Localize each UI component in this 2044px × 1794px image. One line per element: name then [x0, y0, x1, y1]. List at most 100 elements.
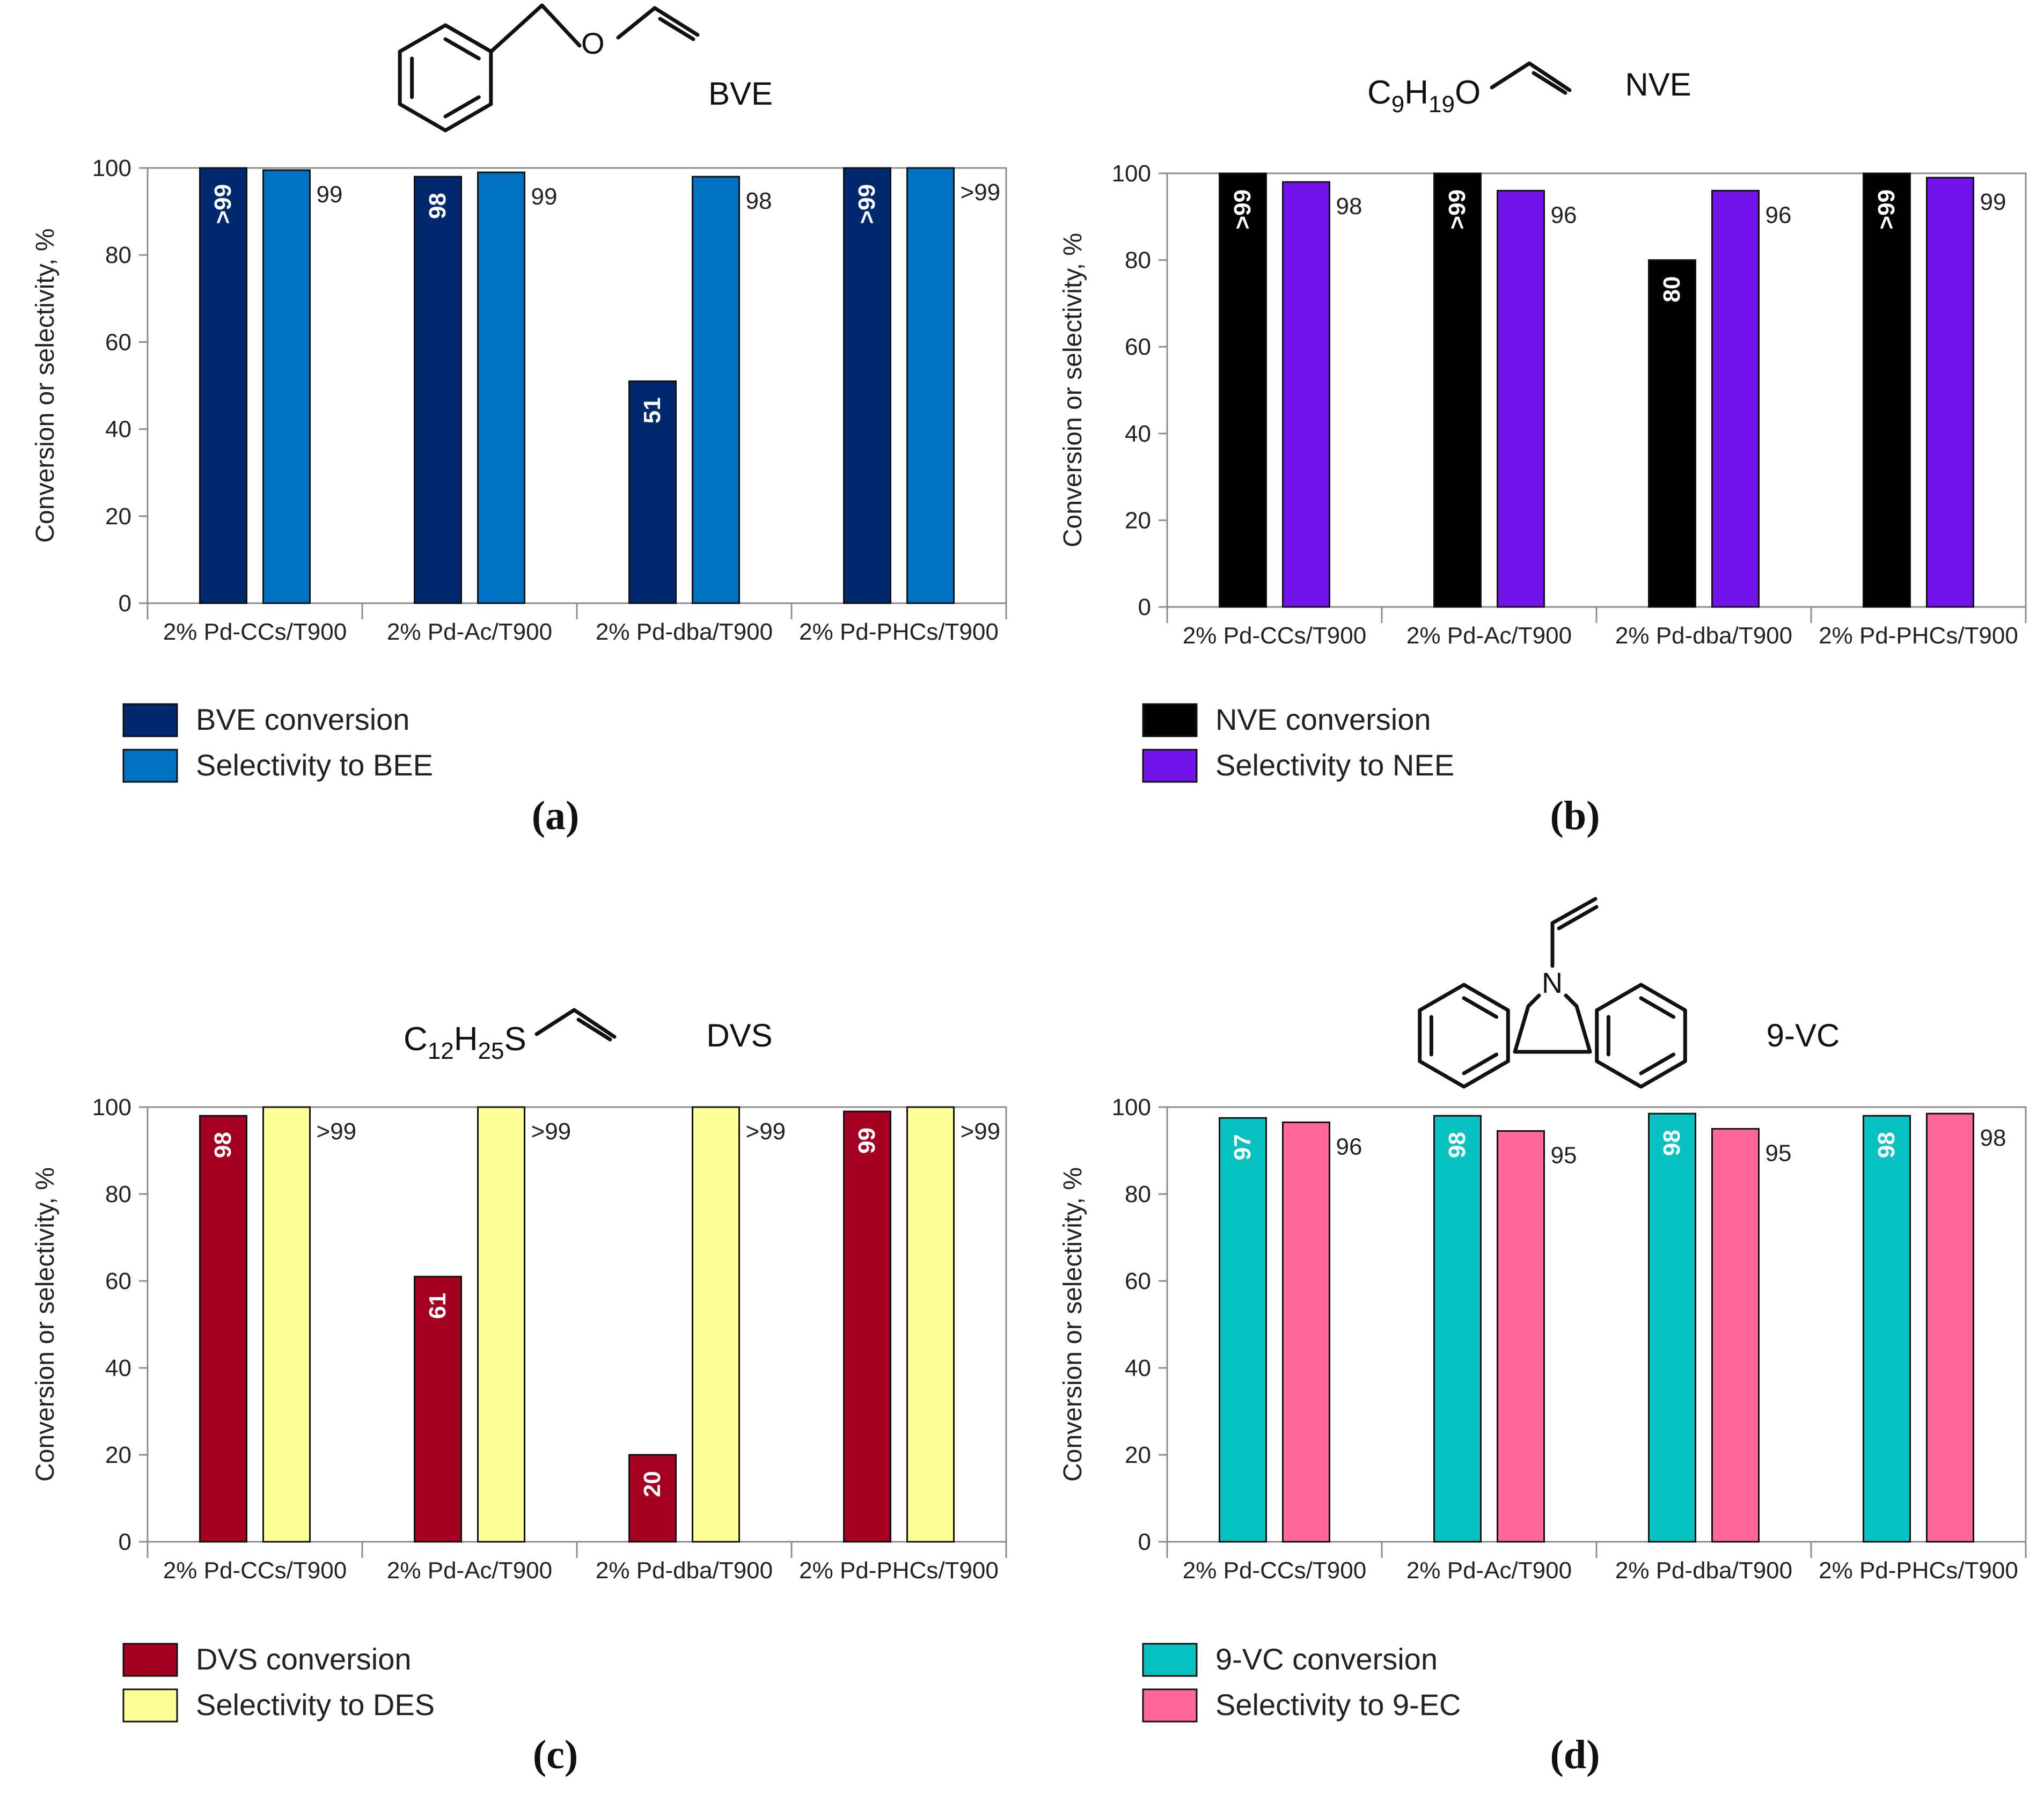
- y-axis-label: Conversion or selectivity, %: [1059, 1167, 1087, 1482]
- x-category-label: 2% Pd-CCs/T900: [1183, 1557, 1366, 1584]
- y-tick-label: 60: [105, 1268, 131, 1294]
- vinyl-double-bond: [1532, 71, 1567, 95]
- nitrogen-atom: N: [1542, 967, 1563, 999]
- vinyl-group: [1550, 897, 1598, 968]
- data-label-conversion: 98: [1873, 1132, 1900, 1158]
- ring-double-bond: [1462, 996, 1499, 1019]
- data-label-selectivity: 98: [1336, 193, 1362, 219]
- y-axis-label: Conversion or selectivity, %: [1059, 233, 1087, 547]
- bar-selectivity: [262, 169, 311, 604]
- pyrrole-ring: [1513, 993, 1592, 1054]
- chart-panel-3: 0 20 40 60 80 100 Conversion or selectivity, %…: [31, 1017, 1007, 1777]
- bar-conversion: [414, 175, 462, 604]
- formula-mid: H: [1404, 74, 1428, 111]
- compound-name: DVS: [706, 1017, 772, 1053]
- data-label-selectivity: 96: [1551, 202, 1577, 228]
- bar-conversion: [1433, 172, 1482, 608]
- panel-caption: (a): [532, 793, 580, 838]
- y-axis-label: Conversion or selectivity, %: [31, 1167, 60, 1482]
- bar-selectivity: [1497, 1130, 1545, 1543]
- vinylcarbazole-structure: N: [1418, 897, 1687, 1089]
- panel-caption: (d): [1550, 1732, 1600, 1777]
- x-category-label: 2% Pd-Ac/T900: [387, 1557, 552, 1584]
- ring-double-bond: [443, 95, 481, 119]
- data-label-conversion: >99: [854, 184, 880, 224]
- data-label-conversion: 51: [639, 397, 665, 423]
- bar-conversion: [199, 1115, 247, 1543]
- bar-selectivity: [1282, 181, 1330, 608]
- bar-selectivity: [906, 1106, 955, 1543]
- y-tick-label: 0: [119, 590, 131, 617]
- data-label-conversion: >99: [1873, 189, 1900, 230]
- x-category-label: 2% Pd-Ac/T900: [387, 619, 552, 645]
- formula-sub1: 12: [428, 1038, 454, 1064]
- bar-conversion: [628, 1454, 677, 1543]
- chart-panel-2: 0 20 40 60 80 100 Conversion or selectivity, %…: [1059, 67, 2027, 838]
- data-label-conversion: 20: [639, 1471, 665, 1497]
- x-category-label: 2% Pd-Ac/T900: [1406, 1557, 1572, 1584]
- x-category-label: 2% Pd-PHCs/T900: [1819, 623, 2018, 649]
- formula-mid: H: [454, 1021, 478, 1058]
- nve-formula: C9H19O: [1367, 74, 1481, 118]
- data-label-selectivity: >99: [317, 1118, 357, 1145]
- formula-sub2: 25: [478, 1038, 504, 1064]
- data-label-conversion: >99: [1229, 189, 1256, 230]
- y-tick-label: 100: [1112, 160, 1151, 187]
- y-tick-label: 20: [105, 1442, 131, 1468]
- right-benzene-ring: [1595, 983, 1687, 1089]
- data-label-selectivity: 95: [1551, 1143, 1577, 1169]
- legend-label: BVE conversion: [196, 702, 409, 736]
- data-label-conversion: 99: [854, 1127, 880, 1154]
- y-tick-label: 0: [1138, 1529, 1151, 1555]
- x-category-label: 2% Pd-dba/T900: [596, 619, 773, 645]
- formula-sub1: 9: [1391, 91, 1404, 118]
- y-tick-label: 40: [105, 416, 131, 443]
- x-category-label: 2% Pd-CCs/T900: [1183, 623, 1366, 649]
- x-category-label: 2% Pd-CCs/T900: [163, 1557, 347, 1584]
- legend-swatch: [1142, 703, 1198, 737]
- formula-sub2: 19: [1428, 91, 1455, 118]
- y-tick-label: 60: [1125, 1268, 1151, 1294]
- y-tick-label: 0: [119, 1529, 131, 1555]
- formula-tail: O: [1455, 74, 1481, 111]
- vinyl-double-bond: [1557, 905, 1599, 931]
- panel-caption: (b): [1550, 793, 1600, 838]
- bar-selectivity: [692, 1106, 740, 1543]
- y-tick-label: 80: [1125, 1181, 1151, 1207]
- bar-selectivity: [906, 167, 955, 604]
- data-label-selectivity: 96: [1336, 1133, 1362, 1160]
- x-category-label: 2% Pd-PHCs/T900: [1819, 1557, 2018, 1584]
- data-label-selectivity: 96: [1765, 202, 1792, 228]
- legend-swatch: [122, 749, 178, 783]
- compound-name: 9-VC: [1767, 1017, 1840, 1053]
- data-label-selectivity: 99: [531, 184, 558, 210]
- x-category-label: 2% Pd-Ac/T900: [1406, 623, 1572, 649]
- data-label-selectivity: >99: [961, 179, 1001, 206]
- y-tick-label: 40: [1125, 1355, 1151, 1381]
- legend-label: Selectivity to BEE: [196, 748, 433, 782]
- data-label-selectivity: 98: [1980, 1125, 2006, 1151]
- y-tick-label: 20: [1125, 507, 1151, 533]
- legend-swatch: [1142, 749, 1198, 783]
- data-label-conversion: >99: [1444, 189, 1470, 230]
- legend-label: DVS conversion: [196, 1642, 412, 1676]
- y-tick-label: 100: [92, 1094, 131, 1121]
- ch2-chain: [443, 3, 582, 54]
- x-category-label: 2% Pd-PHCs/T900: [799, 1557, 999, 1584]
- data-label-conversion: 98: [1659, 1130, 1685, 1156]
- data-label-selectivity: >99: [961, 1118, 1001, 1145]
- x-category-label: 2% Pd-dba/T900: [596, 1557, 773, 1584]
- bar-selectivity: [1497, 189, 1545, 608]
- compound-name: NVE: [1625, 67, 1691, 102]
- bar-selectivity: [262, 1106, 311, 1543]
- bar-selectivity: [692, 175, 740, 604]
- compound-name: BVE: [708, 76, 773, 112]
- bar-selectivity: [477, 171, 525, 604]
- left-benzene-ring: [1418, 983, 1510, 1089]
- formula-main: C: [1367, 74, 1391, 111]
- ring-double-bond: [1639, 1052, 1676, 1075]
- y-tick-label: 100: [1112, 1094, 1151, 1121]
- vinyl-group: [1490, 61, 1572, 92]
- bar-selectivity: [1711, 189, 1760, 608]
